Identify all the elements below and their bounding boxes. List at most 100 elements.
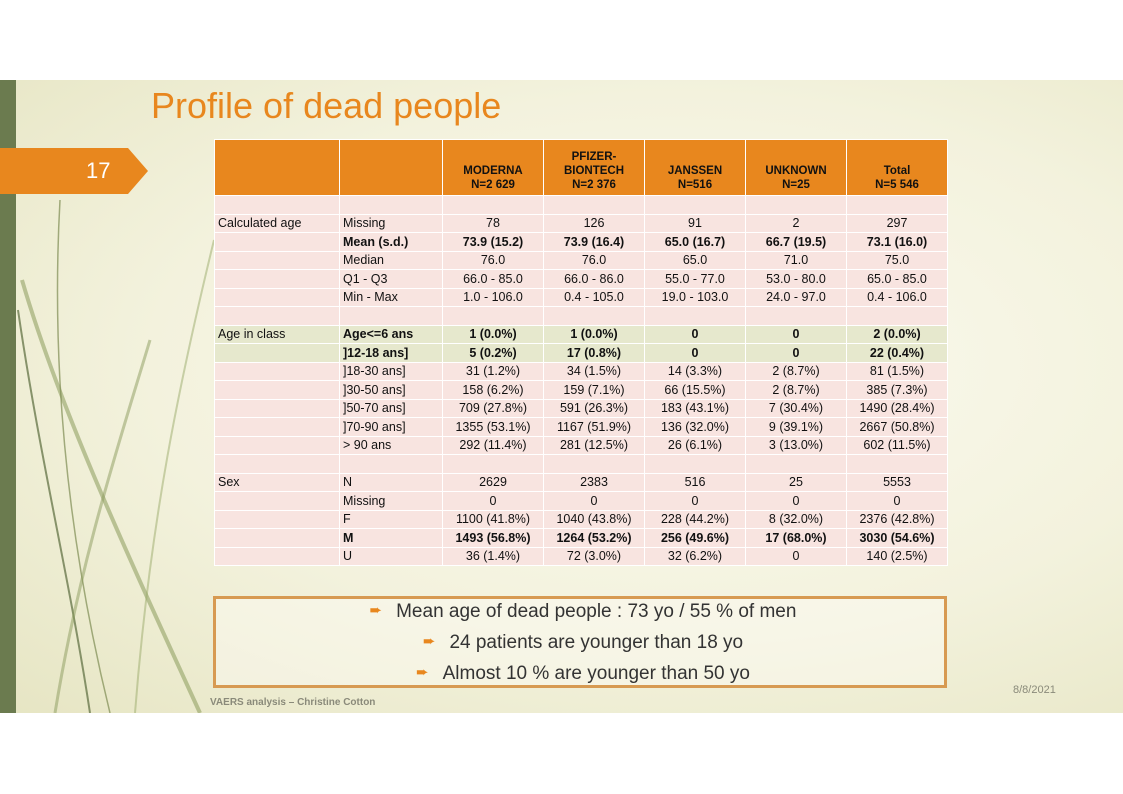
table-cell [543, 306, 645, 326]
table-cell: 2629 [442, 472, 544, 492]
table-cell: 2383 [543, 472, 645, 492]
table-cell: 602 (11.5%) [846, 435, 948, 455]
table-cell [442, 306, 544, 326]
row-group-label [214, 232, 340, 252]
table-cell: 1040 (43.8%) [543, 509, 645, 529]
row-label: > 90 ans [339, 435, 443, 455]
table-cell: 709 (27.8%) [442, 398, 544, 418]
row-group-label [214, 528, 340, 548]
table-cell: 1 (0.0%) [543, 324, 645, 344]
table-cell: 81 (1.5%) [846, 361, 948, 381]
table-cell: 1.0 - 106.0 [442, 287, 544, 307]
table-cell: 91 [644, 213, 746, 233]
table-cell: 17 (0.8%) [543, 343, 645, 363]
table-row [214, 454, 948, 474]
row-group-label [214, 343, 340, 363]
table-cell: 7 (30.4%) [745, 398, 847, 418]
callout-bullet: ➨ 24 patients are younger than 18 yo [422, 632, 744, 653]
row-group-label [214, 287, 340, 307]
arrow-right-icon: ➨ [416, 664, 429, 681]
row-label: ]70-90 ans] [339, 417, 443, 437]
table-cell: 2 [745, 213, 847, 233]
table-cell: 73.9 (15.2) [442, 232, 544, 252]
row-group-label [214, 435, 340, 455]
table-cell: 0 [745, 343, 847, 363]
row-group-label [214, 380, 340, 400]
table-cell: 1 (0.0%) [442, 324, 544, 344]
table-row: U 36 (1.4%) 72 (3.0%) 32 (6.2%) 0 140 (2.5%) [214, 546, 948, 566]
table-cell: 75.0 [846, 250, 948, 270]
row-label: ]12-18 ans] [339, 343, 443, 363]
table-row: Age in class Age<=6 ans 1 (0.0%) 1 (0.0%) 0 0… [214, 324, 948, 344]
table-cell: 66.0 - 86.0 [543, 269, 645, 289]
table-cell: 3030 (54.6%) [846, 528, 948, 548]
table-cell: 385 (7.3%) [846, 380, 948, 400]
row-label: U [339, 546, 443, 566]
header-total: Total N=5 546 [846, 139, 948, 196]
row-label: Q1 - Q3 [339, 269, 443, 289]
profile-table: MODERNA N=2 629 PFIZER- BIONTECH N=2 376 JA… [214, 139, 948, 566]
table-row [214, 306, 948, 326]
table-cell: 0 [644, 491, 746, 511]
table-row: M 1493 (56.8%) 1264 (53.2%) 256 (49.6%) 17 (… [214, 528, 948, 548]
table-row: Q1 - Q3 66.0 - 85.0 66.0 - 86.0 55.0 - 77.0… [214, 269, 948, 289]
table-cell: 3 (13.0%) [745, 435, 847, 455]
row-group-label [214, 195, 340, 215]
row-label: M [339, 528, 443, 548]
row-label: N [339, 472, 443, 492]
row-group-label [214, 454, 340, 474]
row-label: ]30-50 ans] [339, 380, 443, 400]
table-cell: 36 (1.4%) [442, 546, 544, 566]
slide: Profile of dead people 17 MODERNA N=2 629… [0, 80, 1123, 713]
table-cell: 5 (0.2%) [442, 343, 544, 363]
table-cell: 31 (1.2%) [442, 361, 544, 381]
table-cell: 73.1 (16.0) [846, 232, 948, 252]
summary-callout: ➨ Mean age of dead people : 73 yo / 55 % … [213, 596, 947, 688]
table-cell: 0 [745, 491, 847, 511]
header-janssen: JANSSEN N=516 [644, 139, 746, 196]
slide-date: 8/8/2021 [1013, 684, 1056, 696]
row-group-label [214, 361, 340, 381]
table-cell: 66.7 (19.5) [745, 232, 847, 252]
table-cell: 0 [644, 343, 746, 363]
table-cell: 140 (2.5%) [846, 546, 948, 566]
table-cell: 76.0 [543, 250, 645, 270]
table-cell [846, 454, 948, 474]
table-cell: 55.0 - 77.0 [644, 269, 746, 289]
table-cell: 25 [745, 472, 847, 492]
table-cell: 8 (32.0%) [745, 509, 847, 529]
table-cell: 65.0 [644, 250, 746, 270]
row-label: F [339, 509, 443, 529]
table-cell [846, 195, 948, 215]
table-row: Min - Max 1.0 - 106.0 0.4 - 105.0 19.0 - 10… [214, 287, 948, 307]
table-cell: 591 (26.3%) [543, 398, 645, 418]
table-cell: 158 (6.2%) [442, 380, 544, 400]
table-cell [745, 195, 847, 215]
table-cell: 72 (3.0%) [543, 546, 645, 566]
table-cell: 297 [846, 213, 948, 233]
table-row: ]18-30 ans] 31 (1.2%) 34 (1.5%) 14 (3.3%) 2 … [214, 361, 948, 381]
table-cell: 32 (6.2%) [644, 546, 746, 566]
table-cell [543, 454, 645, 474]
table-cell: 65.0 (16.7) [644, 232, 746, 252]
row-group-label [214, 250, 340, 270]
table-cell: 228 (44.2%) [644, 509, 746, 529]
left-sidebar-bar [0, 80, 16, 713]
table-cell: 0 [543, 491, 645, 511]
header-blank-2 [339, 139, 443, 196]
table-cell [745, 454, 847, 474]
table-cell: 0.4 - 105.0 [543, 287, 645, 307]
table-cell: 66 (15.5%) [644, 380, 746, 400]
table-row: Mean (s.d.) 73.9 (15.2) 73.9 (16.4) 65.0 (1… [214, 232, 948, 252]
row-group-label [214, 398, 340, 418]
table-cell: 53.0 - 80.0 [745, 269, 847, 289]
table-row: Sex N 2629 2383 516 25 5553 [214, 472, 948, 492]
table-cell: 34 (1.5%) [543, 361, 645, 381]
table-cell [442, 454, 544, 474]
table-cell: 1167 (51.9%) [543, 417, 645, 437]
table-row: Median 76.0 76.0 65.0 71.0 75.0 [214, 250, 948, 270]
row-label: Missing [339, 213, 443, 233]
table-row: ]30-50 ans] 158 (6.2%) 159 (7.1%) 66 (15.5%… [214, 380, 948, 400]
table-row [214, 195, 948, 215]
table-cell: 2667 (50.8%) [846, 417, 948, 437]
